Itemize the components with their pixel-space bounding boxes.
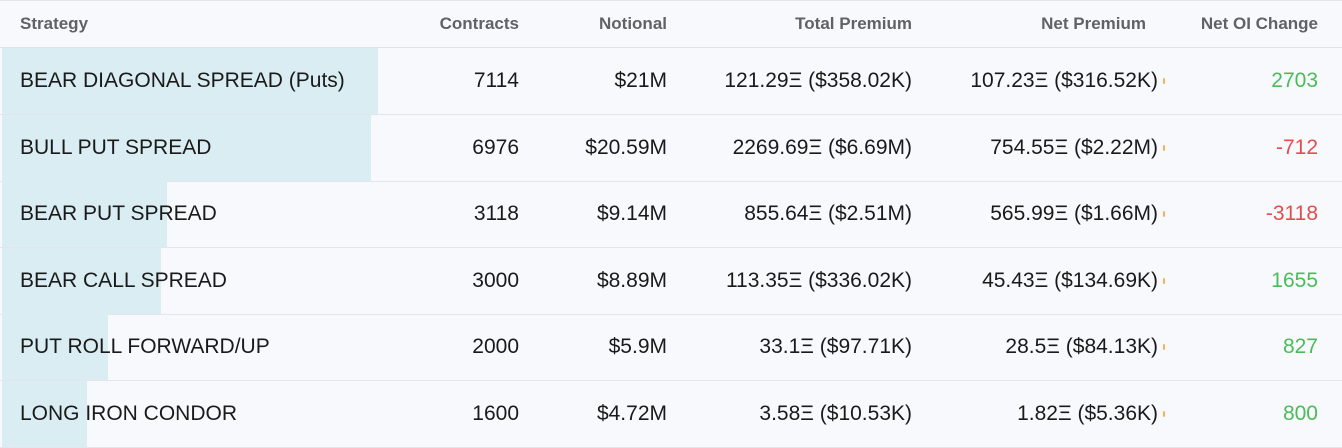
total-premium-cell: 855.64Ξ ($2.51M)	[744, 202, 912, 225]
column-header-contracts[interactable]: Contracts	[439, 14, 519, 33]
total-premium-cell: 2269.69Ξ ($6.69M)	[732, 135, 912, 159]
table-row[interactable]: BEAR DIAGONAL SPREAD (Puts) 7114 $21M 12…	[0, 48, 1342, 115]
strategy-cell: BEAR CALL SPREAD	[20, 268, 227, 292]
net-premium-indicator-icon	[1163, 410, 1165, 417]
net-premium-indicator-icon	[1163, 344, 1165, 350]
net-premium-cell: 1.82Ξ ($5.36K)	[1017, 401, 1158, 425]
contracts-bar	[2, 380, 87, 447]
net-oi-change-cell: 827	[1282, 335, 1318, 358]
notional-cell: $5.9M	[608, 335, 667, 358]
contracts-cell: 1600	[472, 401, 519, 425]
contracts-cell: 7114	[473, 69, 519, 92]
net-premium-cell: 565.99Ξ ($1.66M)	[990, 202, 1158, 225]
net-premium-cell: 754.55Ξ ($2.22M)	[990, 135, 1158, 159]
net-premium-indicator-icon	[1163, 277, 1165, 284]
net-premium-cell: 28.5Ξ ($84.13K)	[1005, 335, 1158, 358]
strategy-cell: LONG IRON CONDOR	[20, 401, 238, 425]
contracts-bar	[2, 181, 167, 247]
contracts-cell: 3000	[472, 268, 519, 292]
net-premium-indicator-icon	[1163, 211, 1165, 217]
column-header-net-premium[interactable]: Net Premium	[1041, 14, 1146, 33]
column-header-net-oi-change[interactable]: Net OI Change	[1200, 14, 1318, 33]
table-row[interactable]: BEAR CALL SPREAD 3000 $8.89M 113.35Ξ ($3…	[0, 247, 1342, 315]
top-border	[0, 0, 1342, 1]
contracts-cell: 3118	[473, 202, 519, 225]
notional-cell: $8.89M	[596, 268, 667, 292]
strategy-cell: BEAR PUT SPREAD	[20, 202, 217, 225]
column-header-strategy[interactable]: Strategy	[20, 14, 89, 33]
net-premium-indicator-icon	[1163, 78, 1165, 84]
table-row[interactable]: BEAR PUT SPREAD 3118 $9.14M 855.64Ξ ($2.…	[0, 181, 1342, 248]
net-premium-cell: 45.43Ξ ($134.69K)	[982, 268, 1158, 292]
column-header-total-premium[interactable]: Total Premium	[795, 14, 912, 33]
notional-cell: $9.14M	[596, 202, 667, 225]
total-premium-cell: 3.58Ξ ($10.53K)	[759, 401, 912, 425]
table-row[interactable]: PUT ROLL FORWARD/UP 2000 $5.9M 33.1Ξ ($9…	[0, 314, 1342, 381]
contracts-bar	[2, 247, 161, 314]
table-header: Strategy Contracts Notional Total Premiu…	[0, 0, 1342, 48]
contracts-bar	[2, 48, 378, 114]
net-oi-change-cell: 2703	[1271, 69, 1318, 92]
notional-cell: $21M	[614, 69, 667, 92]
strategy-cell: BULL PUT SPREAD	[20, 135, 212, 159]
net-oi-change-cell: -712	[1275, 135, 1318, 159]
total-premium-cell: 113.35Ξ ($336.02K)	[725, 268, 912, 292]
strategy-cell: PUT ROLL FORWARD/UP	[20, 335, 270, 358]
net-oi-change-cell: 1655	[1271, 268, 1318, 292]
notional-cell: $20.59M	[585, 135, 667, 159]
table-row[interactable]: LONG IRON CONDOR 1600 $4.72M 3.58Ξ ($10.…	[0, 380, 1342, 448]
net-oi-change-cell: 800	[1282, 401, 1318, 425]
strategy-cell: BEAR DIAGONAL SPREAD (Puts)	[20, 69, 345, 92]
net-oi-change-cell: -3118	[1265, 202, 1318, 225]
contracts-cell: 6976	[472, 135, 519, 159]
contracts-cell: 2000	[472, 335, 519, 358]
notional-cell: $4.72M	[596, 401, 667, 425]
total-premium-cell: 33.1Ξ ($97.71K)	[759, 335, 912, 358]
column-header-notional[interactable]: Notional	[599, 14, 667, 33]
net-premium-cell: 107.23Ξ ($316.52K)	[970, 69, 1158, 92]
table-row[interactable]: BULL PUT SPREAD 6976 $20.59M 2269.69Ξ ($…	[0, 114, 1342, 182]
contracts-bar	[2, 114, 371, 181]
total-premium-cell: 121.29Ξ ($358.02K)	[724, 69, 912, 92]
contracts-bar	[2, 314, 108, 380]
net-premium-indicator-icon	[1163, 144, 1165, 151]
